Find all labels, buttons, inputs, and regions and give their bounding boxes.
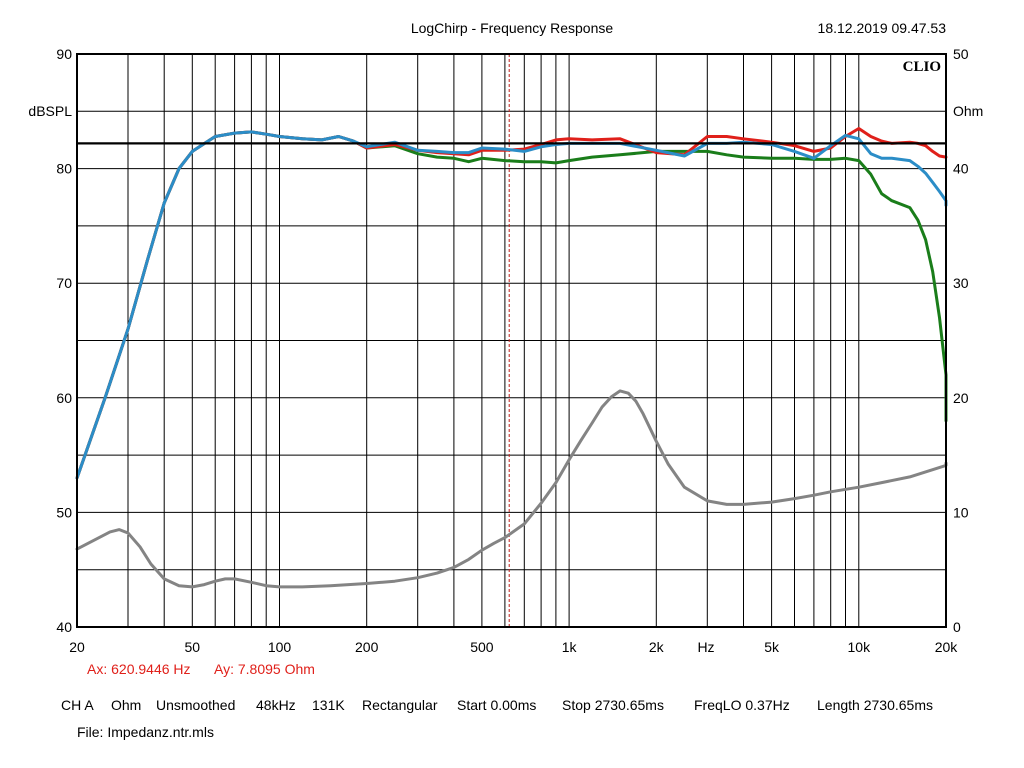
x-axis-unit-label: Hz	[697, 639, 714, 655]
x-tick-label: 10k	[848, 639, 872, 655]
cursor-y-readout: Ay: 7.8095 Ohm	[214, 661, 315, 677]
chart-title: LogChirp - Frequency Response	[411, 20, 614, 36]
status-window: Rectangular	[362, 697, 438, 713]
x-tick-label: 5k	[764, 639, 780, 655]
y-tick-label-right: 50	[953, 46, 969, 62]
status-size: 131K	[312, 697, 345, 713]
x-tick-label: 20	[69, 639, 85, 655]
tick-labels: 20 50 100 200 500 1k 2k 5k 10k 20k 40 50 60 70 80 90 0 10…	[56, 46, 968, 655]
y-axis-right-label: Ohm	[953, 103, 983, 119]
y-tick-label-right: 0	[953, 619, 961, 635]
y-tick-label-right: 10	[953, 504, 969, 520]
status-channel: CH A	[61, 697, 94, 713]
x-tick-label: 100	[268, 639, 292, 655]
x-tick-label: 500	[470, 639, 494, 655]
x-tick-label: 1k	[562, 639, 578, 655]
y-tick-label-right: 30	[953, 275, 969, 291]
status-stop: Stop 2730.65ms	[562, 697, 664, 713]
series-layer	[75, 127, 948, 589]
series-line-2	[75, 130, 948, 480]
x-tick-label: 200	[355, 639, 379, 655]
y-tick-label-left: 60	[56, 390, 72, 406]
y-tick-label-left: 80	[56, 161, 72, 177]
y-axis-left-label: dBSPL	[28, 103, 72, 119]
y-tick-label-left: 40	[56, 619, 72, 635]
status-file: File: Impedanz.ntr.mls	[77, 724, 214, 740]
status-start: Start 0.00ms	[457, 697, 537, 713]
status-sample-rate: 48kHz	[256, 697, 296, 713]
status-unit: Ohm	[111, 697, 142, 713]
series-line-3	[75, 389, 948, 589]
cursor-x-readout: Ax: 620.9446 Hz	[87, 661, 191, 677]
x-tick-label: 50	[185, 639, 201, 655]
timestamp: 18.12.2019 09.47.53	[818, 20, 947, 36]
y-tick-label-left: 90	[56, 46, 72, 62]
y-tick-label-left: 50	[56, 504, 72, 520]
x-tick-label: 20k	[935, 639, 959, 655]
status-smoothing: Unsmoothed	[156, 697, 236, 713]
status-length: Length 2730.65ms	[817, 697, 933, 713]
y-tick-label-right: 40	[953, 161, 969, 177]
y-tick-label-left: 70	[56, 275, 72, 291]
plot-frame	[76, 53, 947, 628]
status-freqlo: FreqLO 0.37Hz	[694, 697, 790, 713]
brand-logo: CLIO	[903, 59, 941, 75]
y-tick-label-right: 20	[953, 390, 969, 406]
x-tick-label: 2k	[649, 639, 665, 655]
